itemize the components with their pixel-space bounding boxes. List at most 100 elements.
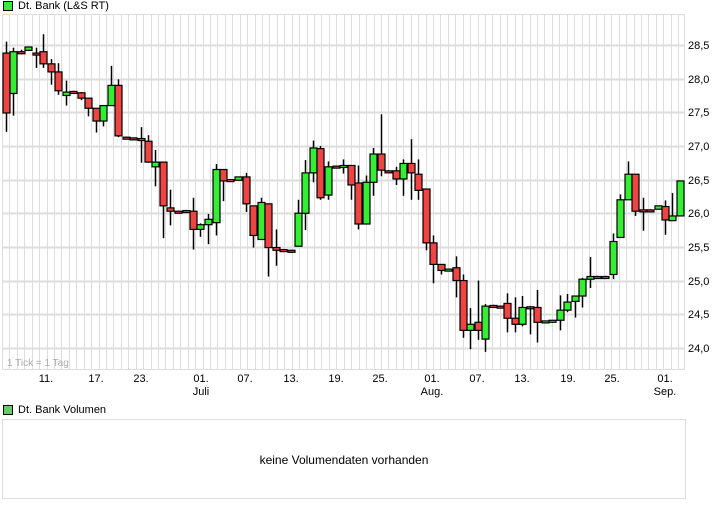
- candle-down: [77, 92, 86, 99]
- candle-down: [489, 304, 498, 309]
- candle-down: [242, 176, 251, 205]
- candle-down: [347, 164, 356, 186]
- no-volume-message: keine Volumendaten vorhanden: [259, 453, 429, 467]
- candle-down: [159, 161, 168, 207]
- candle-down: [459, 279, 468, 331]
- price-legend-label: Dt. Bank (L&S RT): [18, 0, 109, 12]
- candle-down: [631, 173, 640, 212]
- candle-up: [62, 91, 71, 97]
- x-tick-label: 19.: [560, 373, 576, 385]
- x-tick-label: 07.: [469, 373, 485, 385]
- candle-up: [324, 166, 333, 196]
- x-tick-label: 07.: [237, 373, 253, 385]
- candle-down: [316, 148, 325, 199]
- candle-down: [593, 275, 602, 280]
- candle-up: [234, 176, 243, 181]
- candle-down: [174, 210, 183, 214]
- y-tick-label: 24,5: [688, 308, 710, 321]
- candle-down: [437, 263, 446, 272]
- candle-down: [452, 267, 461, 282]
- candle-down: [144, 140, 153, 163]
- x-tick-label: 19.: [328, 373, 344, 385]
- volume-legend-swatch: [3, 405, 13, 415]
- candle-down: [226, 179, 235, 183]
- candle-down: [264, 203, 273, 249]
- candle-up: [257, 201, 266, 241]
- candle-up: [481, 305, 490, 340]
- candle-down: [422, 188, 431, 244]
- candle-down: [287, 249, 296, 253]
- candle-down: [407, 162, 416, 174]
- candle-down: [392, 170, 401, 180]
- candle-up: [571, 295, 580, 303]
- candle-down: [332, 165, 341, 169]
- candle-down: [129, 137, 138, 141]
- volume-chart: keine Volumendaten vorhanden: [2, 419, 686, 499]
- candle-down: [384, 170, 393, 174]
- candle-up: [668, 215, 677, 222]
- candle-down: [32, 52, 41, 56]
- x-tick-label: 25.: [372, 373, 388, 385]
- candle-up: [556, 309, 565, 321]
- candle-down: [47, 63, 56, 73]
- y-tick-label: 25,0: [688, 275, 710, 288]
- candle-up: [196, 224, 205, 231]
- candle-up: [362, 181, 371, 225]
- candle-up: [399, 162, 408, 180]
- x-tick-label: 01. Aug.: [420, 373, 444, 398]
- x-tick-label: 17.: [88, 373, 104, 385]
- candle-down: [39, 51, 48, 65]
- candle-up: [107, 84, 116, 107]
- candle-up: [563, 301, 572, 311]
- candle-down: [414, 173, 423, 191]
- y-tick-label: 27,0: [688, 140, 710, 153]
- candle-down: [69, 90, 78, 95]
- candle-down: [137, 137, 146, 142]
- x-tick-label: 01. Juli: [192, 373, 210, 398]
- candlestick-plot: [2, 14, 685, 370]
- candle-up: [616, 199, 625, 239]
- x-tick-label: 23.: [133, 373, 149, 385]
- volume-legend-label: Dt. Bank Volumen: [18, 404, 107, 416]
- price-legend-swatch: [3, 1, 13, 11]
- candle-down: [114, 84, 123, 137]
- price-chart: 1 Tick = 1 Tag: [2, 14, 685, 370]
- candle-up: [212, 168, 221, 224]
- candle-down: [601, 275, 610, 280]
- candle-up: [541, 320, 550, 324]
- candle-up: [339, 164, 348, 169]
- candle-up: [444, 268, 453, 272]
- x-tick-label: 01. Sep.: [653, 373, 677, 398]
- tick-note: 1 Tick = 1 Tag: [7, 358, 69, 369]
- candle-down: [377, 153, 386, 171]
- candle-down: [189, 210, 198, 231]
- candle-down: [429, 242, 438, 265]
- x-tick-label: 13.: [514, 373, 530, 385]
- candle-up: [586, 275, 595, 280]
- candle-down: [526, 306, 535, 310]
- y-tick-label: 26,5: [688, 174, 710, 187]
- y-tick-label: 28,0: [688, 73, 710, 86]
- candle-down: [533, 306, 542, 323]
- candle-up: [609, 240, 618, 276]
- candle-up: [654, 205, 663, 210]
- candle-up: [369, 153, 378, 183]
- candle-down: [646, 209, 655, 213]
- candle-up: [204, 218, 213, 226]
- y-tick-label: 28,5: [688, 39, 710, 52]
- candle-down: [661, 205, 670, 221]
- x-tick-label: 13.: [283, 373, 299, 385]
- candle-down: [639, 209, 648, 213]
- candle-down: [122, 136, 131, 140]
- candle-up: [518, 306, 527, 325]
- candle-up: [624, 173, 633, 201]
- candle-down: [503, 302, 512, 319]
- candle-up: [24, 46, 33, 51]
- candle-down: [84, 97, 93, 109]
- candle-up: [309, 147, 318, 174]
- candle-down: [474, 321, 483, 331]
- y-tick-label: 26,0: [688, 207, 710, 220]
- candle-down: [2, 52, 11, 114]
- candle-down: [496, 305, 505, 309]
- price-legend: Dt. Bank (L&S RT): [3, 0, 109, 12]
